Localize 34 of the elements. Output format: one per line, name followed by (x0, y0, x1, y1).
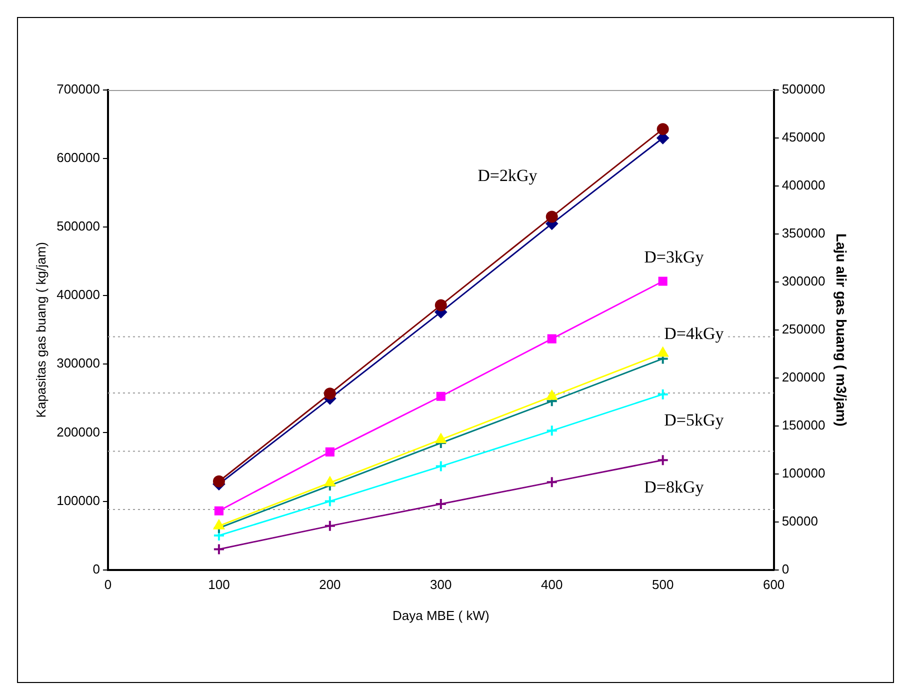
annotation: D=4kGy (664, 324, 724, 344)
x-axis-title: Daya MBE ( kW) (392, 608, 490, 623)
y2-axis-title: Laju alir gas buang ( m3/jam) (834, 233, 850, 426)
x-tick-label: 600 (762, 577, 785, 592)
y2-tick-label: 100000 (782, 465, 826, 480)
annotation: D=2kGy (478, 166, 538, 185)
annotation: D=8kGy (644, 478, 704, 497)
x-tick-label: 300 (430, 577, 452, 592)
y2-tick-label: 150000 (782, 417, 826, 432)
annotation: D=5kGy (664, 410, 724, 430)
y2-tick-label: 350000 (782, 226, 826, 241)
x-tick-label: 500 (652, 577, 674, 592)
y-tick-label: 700000 (56, 82, 100, 97)
x-tick-label: 200 (319, 577, 341, 592)
y-tick-label: 100000 (56, 492, 100, 508)
y-tick-label: 400000 (56, 287, 100, 302)
x-tick-label: 0 (104, 577, 112, 592)
y2-tick-label: 400000 (782, 178, 826, 193)
y2-tick-label: 250000 (782, 321, 826, 336)
y2-tick-label: 200000 (782, 369, 826, 384)
x-tick-label: 100 (208, 577, 230, 592)
x-tick-label: 400 (541, 577, 563, 592)
y2-tick-label: 50000 (782, 513, 818, 528)
y2-tick-label: 500000 (782, 82, 826, 97)
y-tick-label: 500000 (56, 218, 100, 234)
y-tick-label: 0 (92, 561, 100, 576)
annotation: D=3kGy (644, 247, 704, 266)
y2-tick-label: 450000 (782, 130, 826, 145)
y-tick-label: 300000 (56, 356, 100, 371)
y-axis-title: Kapasitas gas buang ( kg/jam) (33, 242, 48, 418)
y-tick-label: 600000 (56, 150, 100, 166)
y2-tick-label: 0 (782, 561, 790, 576)
y2-tick-label: 300000 (782, 274, 826, 288)
y-tick-label: 200000 (56, 424, 100, 440)
